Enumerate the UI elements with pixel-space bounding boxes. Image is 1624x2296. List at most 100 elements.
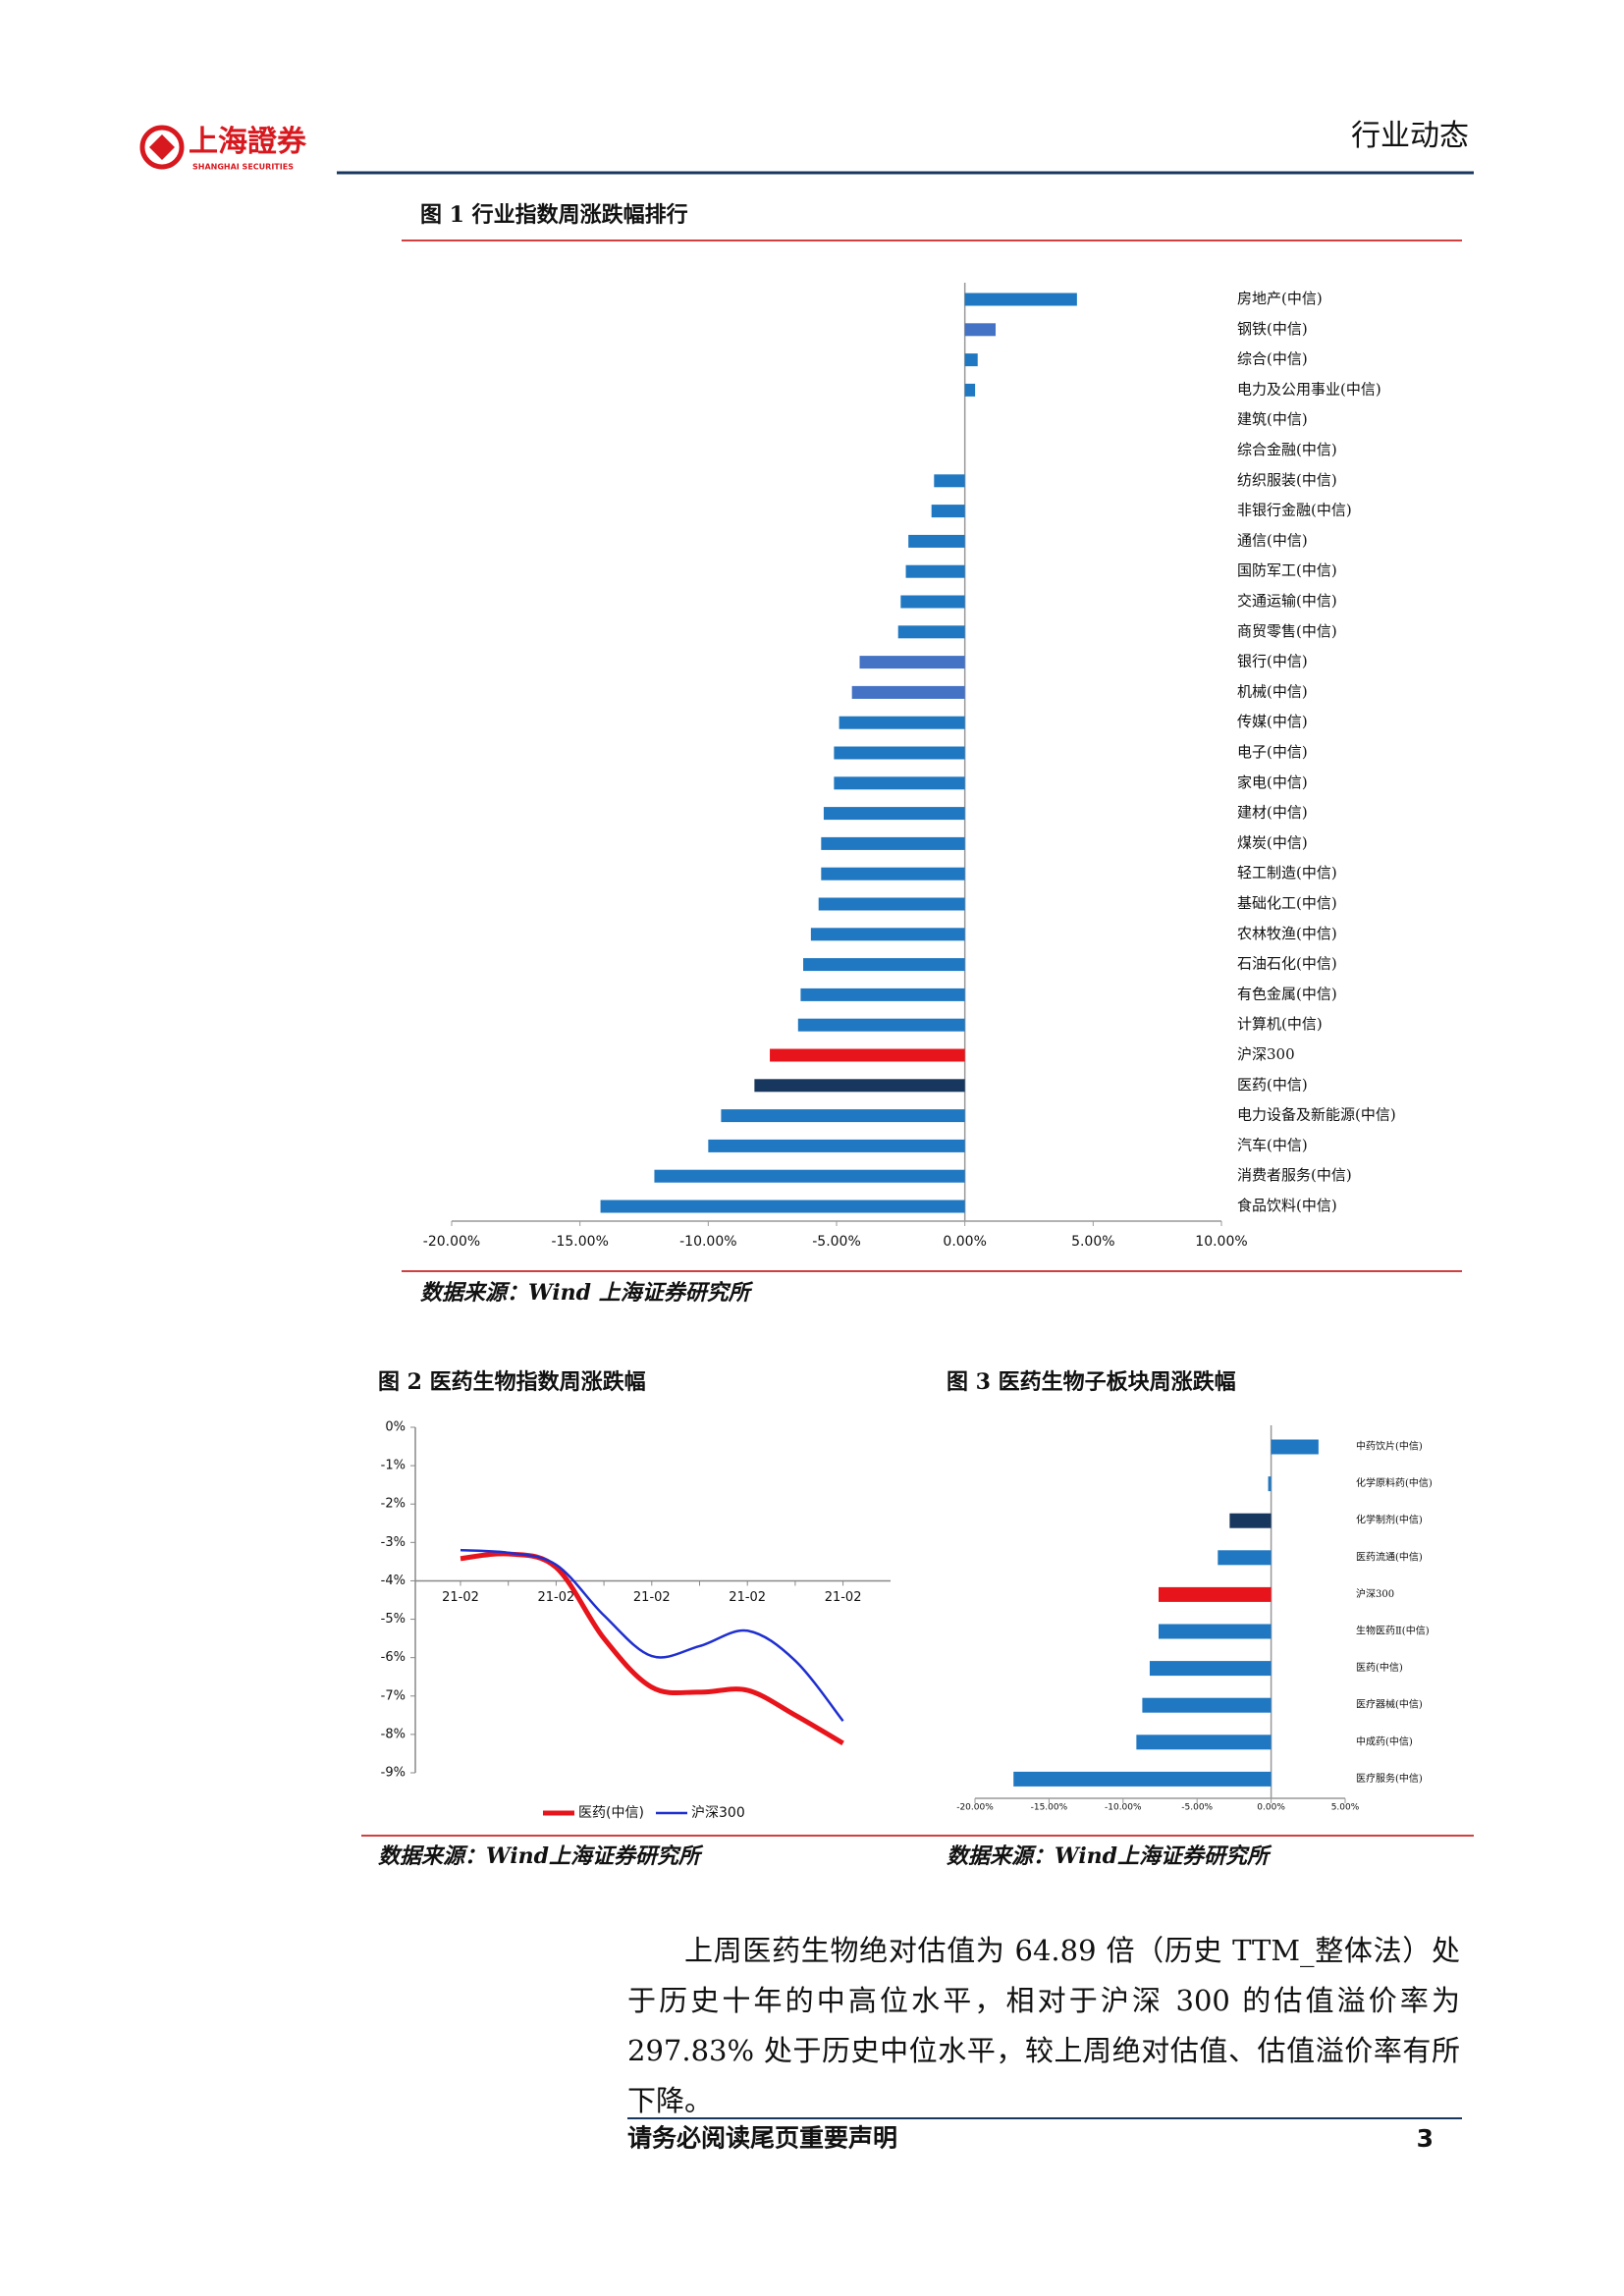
bar (1271, 1439, 1319, 1455)
category-label: 医药流通(中信) (1356, 1550, 1423, 1563)
category-label: 沪深300 (1356, 1587, 1394, 1600)
category-label: 化学制剂(中信) (1356, 1514, 1423, 1526)
category-label: 医药(中信) (1356, 1661, 1403, 1674)
bar (721, 1109, 965, 1123)
x-tick-label: 5.00% (1071, 1234, 1114, 1250)
x-tick-label: -10.00% (1105, 1803, 1142, 1813)
bar (859, 656, 965, 669)
y-tick-label: -2% (381, 1497, 406, 1512)
category-label: 有色金属(中信) (1237, 985, 1337, 1002)
category-label: 房地产(中信) (1237, 290, 1323, 307)
bar (1268, 1476, 1272, 1492)
bar (821, 836, 965, 850)
figure-source: 数据来源：Wind 上海证券研究所 (420, 1280, 754, 1306)
category-label: 通信(中信) (1237, 531, 1308, 549)
y-tick-label: 0% (385, 1420, 406, 1435)
bar (964, 353, 978, 367)
bar (823, 807, 965, 821)
x-tick-label: 21-02 (538, 1590, 575, 1605)
x-tick-label: -5.00% (1181, 1803, 1213, 1813)
bar (900, 595, 965, 609)
category-label: 综合(中信) (1237, 350, 1308, 368)
footer-disclaimer: 请务必阅读尾页重要声明 (627, 2124, 897, 2153)
bar (1158, 1586, 1272, 1602)
y-tick-label: -3% (381, 1535, 406, 1550)
y-tick-label: -4% (381, 1574, 406, 1588)
bar (851, 685, 965, 699)
category-label: 钢铁(中信) (1237, 320, 1308, 338)
category-label: 中成药(中信) (1356, 1735, 1413, 1747)
x-tick-label: -15.00% (1031, 1803, 1068, 1813)
category-label: 电子(中信) (1237, 743, 1308, 761)
bar (1136, 1735, 1272, 1750)
x-tick-label: 5.00% (1331, 1803, 1360, 1813)
category-label: 电力设备及新能源(中信) (1237, 1106, 1396, 1124)
bar (654, 1169, 965, 1183)
x-tick-label: -20.00% (956, 1803, 994, 1813)
x-tick-label: 21-02 (729, 1590, 766, 1605)
figure-title: 图 3 医药生物子板块周涨跌幅 (947, 1369, 1236, 1395)
category-label: 电力及公用事业(中信) (1237, 380, 1381, 398)
bar (818, 897, 965, 911)
y-tick-label: -7% (381, 1688, 406, 1703)
category-label: 家电(中信) (1237, 774, 1308, 791)
bar (1013, 1771, 1272, 1787)
bar (934, 474, 965, 488)
series-line (460, 1548, 844, 1722)
bar (803, 958, 965, 972)
bar (754, 1079, 965, 1093)
y-tick-label: -9% (381, 1766, 406, 1781)
category-label: 基础化工(中信) (1237, 894, 1337, 912)
x-tick-label: -10.00% (679, 1234, 736, 1250)
figure-title: 图 1 行业指数周涨跌幅排行 (420, 202, 688, 228)
category-label: 银行(中信) (1237, 653, 1308, 670)
category-label: 石油石化(中信) (1237, 955, 1337, 973)
bar (1158, 1624, 1272, 1639)
category-label: 非银行金融(中信) (1237, 502, 1352, 519)
category-label: 国防军工(中信) (1237, 561, 1337, 579)
figure-title: 图 2 医药生物指数周涨跌幅 (378, 1369, 646, 1395)
bar (905, 564, 965, 578)
x-tick-label: 10.00% (1195, 1234, 1247, 1250)
bar (1218, 1550, 1272, 1566)
y-tick-label: -6% (381, 1650, 406, 1665)
bar (810, 928, 965, 941)
category-label: 建筑(中信) (1237, 410, 1308, 428)
category-label: 煤炭(中信) (1237, 833, 1308, 851)
bar (1149, 1661, 1272, 1677)
figure-source: 数据来源：Wind上海证券研究所 (378, 1843, 704, 1869)
category-label: 医疗服务(中信) (1356, 1772, 1423, 1785)
bar (770, 1048, 965, 1062)
x-tick-label: -5.00% (812, 1234, 861, 1250)
category-label: 食品饮料(中信) (1237, 1197, 1337, 1214)
logo-emblem (139, 125, 185, 170)
legend-label: 沪深300 (691, 1805, 745, 1821)
bar (839, 716, 965, 729)
x-tick-label: 21-02 (825, 1590, 862, 1605)
x-tick-label: 21-02 (633, 1590, 671, 1605)
category-label: 化学原料药(中信) (1356, 1476, 1433, 1489)
category-label: 中药饮片(中信) (1356, 1440, 1423, 1453)
bar (964, 323, 997, 337)
logo-subtext: SHANGHAI SECURITIES (192, 163, 294, 172)
y-tick-label: -5% (381, 1612, 406, 1627)
bar (708, 1139, 965, 1152)
bar (821, 867, 965, 881)
bar (797, 1018, 965, 1032)
logo-text: 上海證券 (189, 125, 307, 159)
logo: 上海證券 SHANGHAI SECURITIES (139, 125, 307, 172)
category-label: 计算机(中信) (1237, 1015, 1323, 1033)
bar (908, 534, 965, 548)
x-tick-label: -15.00% (551, 1234, 608, 1250)
bar (964, 293, 1077, 306)
category-label: 机械(中信) (1237, 682, 1308, 700)
category-label: 商贸零售(中信) (1237, 622, 1337, 640)
category-label: 医疗器械(中信) (1356, 1698, 1423, 1711)
category-label: 轻工制造(中信) (1237, 864, 1337, 881)
bar (834, 746, 965, 760)
logo-emblem-core (149, 134, 175, 160)
x-tick-label: 0.00% (943, 1234, 986, 1250)
x-tick-label: 21-02 (442, 1590, 479, 1605)
